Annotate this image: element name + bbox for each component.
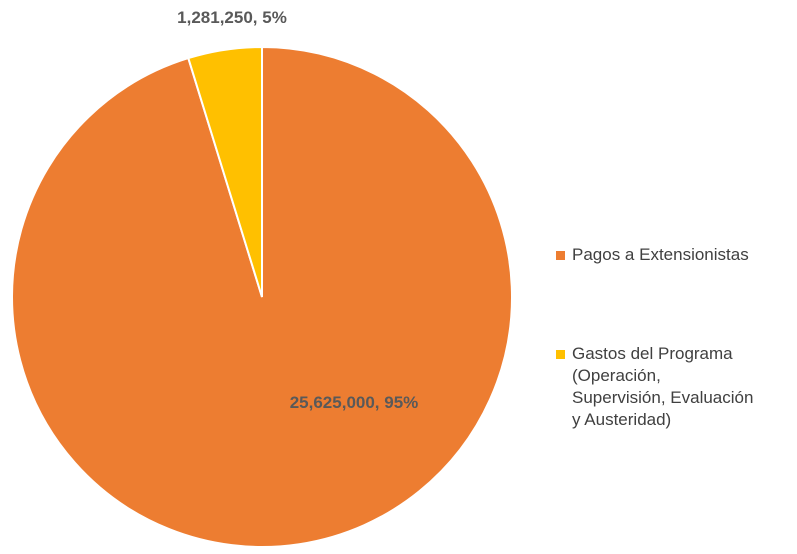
chart-legend: Pagos a Extensionistas Gastos del Progra…: [556, 244, 797, 431]
pie-slice-1: [187, 45, 263, 298]
data-label-pagos-extensionistas: 25,625,000, 95%: [290, 393, 419, 412]
legend-item-gastos-programa: Gastos del Programa (Operación, Supervis…: [556, 343, 797, 431]
pie-slices: [11, 45, 513, 548]
data-label-gastos-programa: 1,281,250, 5%: [177, 8, 287, 27]
legend-swatch-yellow: [556, 350, 565, 359]
legend-label: Gastos del Programa (Operación, Supervis…: [572, 344, 754, 429]
legend-item-pagos-extensionistas: Pagos a Extensionistas: [556, 244, 797, 266]
legend-label: Pagos a Extensionistas: [572, 245, 749, 264]
legend-swatch-orange: [556, 251, 565, 260]
